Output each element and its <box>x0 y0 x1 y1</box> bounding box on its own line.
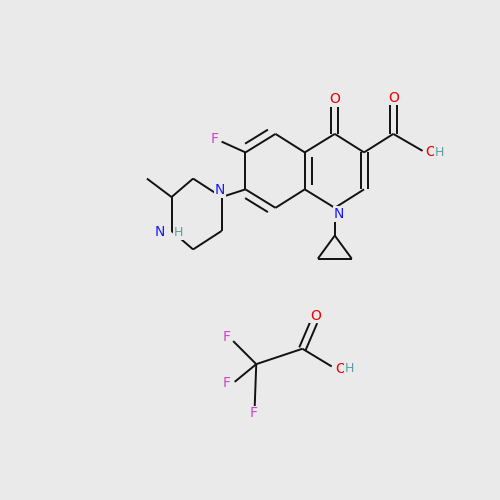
Text: O: O <box>388 90 398 104</box>
Text: O: O <box>330 92 340 106</box>
Text: H: H <box>345 362 354 376</box>
Text: F: F <box>222 330 230 344</box>
Text: O: O <box>425 146 436 160</box>
Text: N: N <box>334 207 344 221</box>
Text: N: N <box>215 183 225 197</box>
Text: O: O <box>335 362 345 376</box>
Text: H: H <box>174 226 183 239</box>
Text: F: F <box>249 406 257 420</box>
Text: N: N <box>155 226 166 239</box>
Text: H: H <box>435 146 444 159</box>
Text: O: O <box>310 308 321 322</box>
Text: F: F <box>210 132 218 145</box>
Text: F: F <box>223 376 231 390</box>
